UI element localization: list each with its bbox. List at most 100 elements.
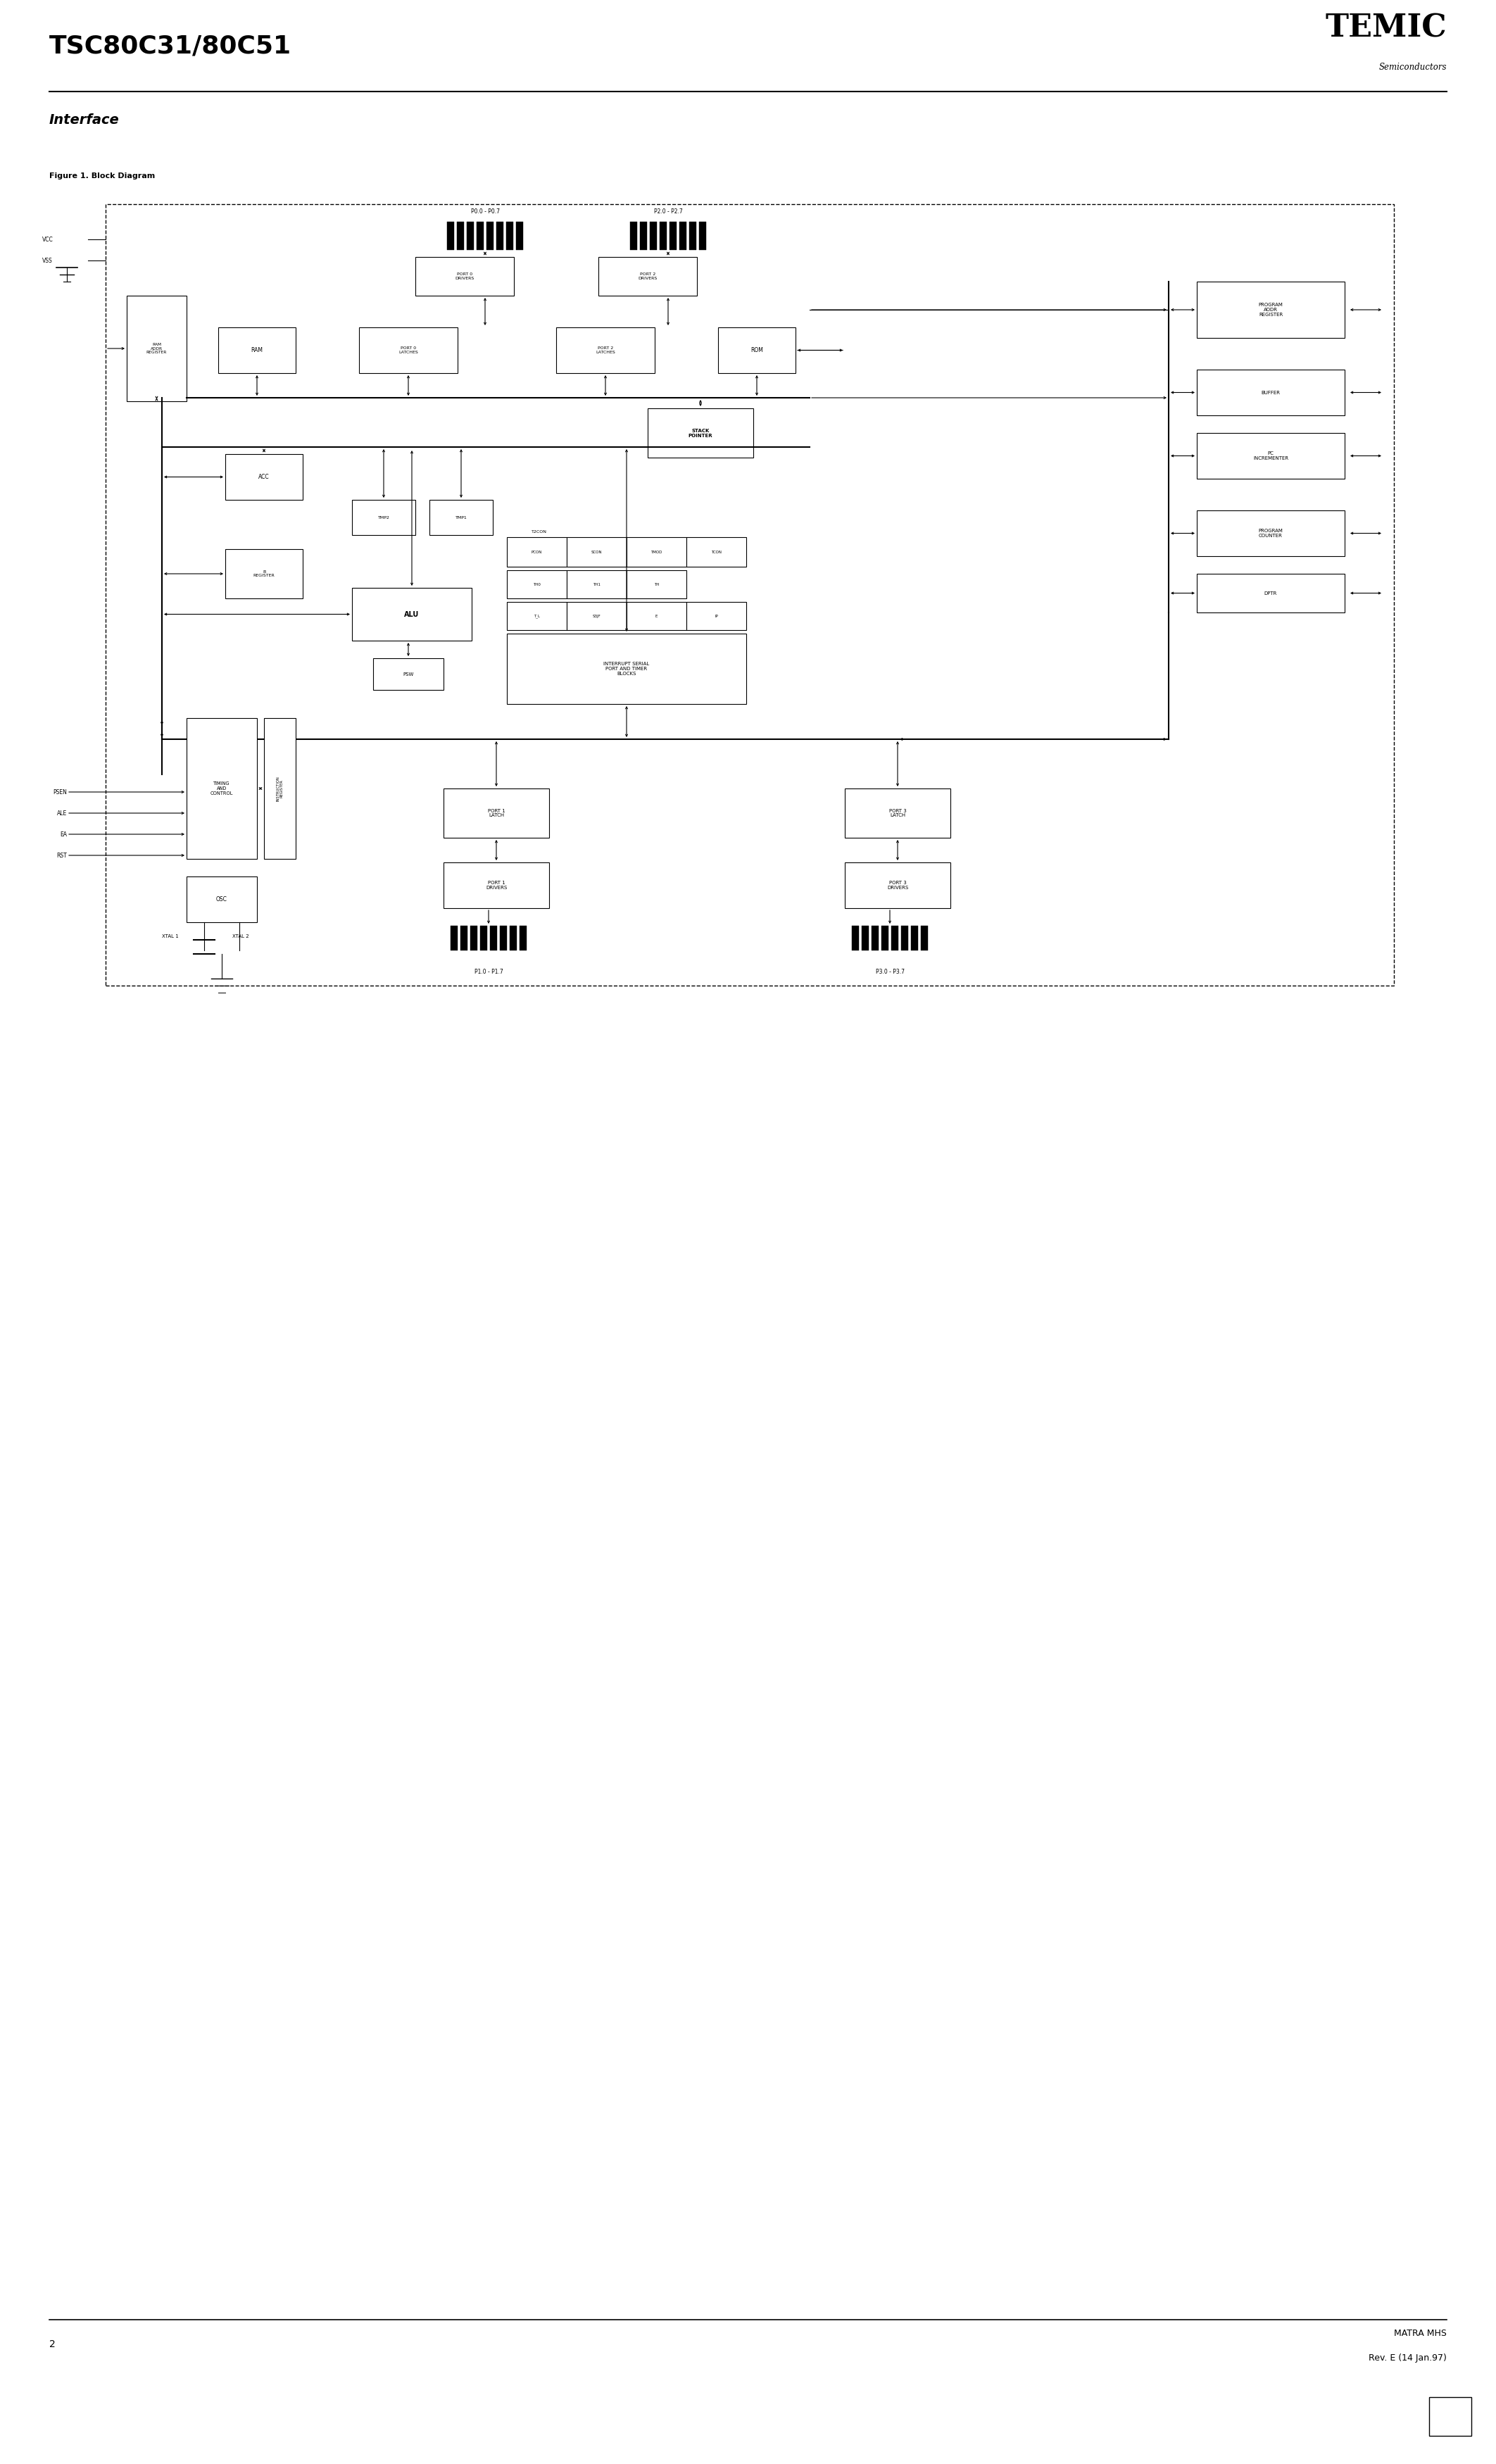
Bar [640,222,646,249]
Text: INTERRUPT SERIAL
PORT AND TIMER
BLOCKS: INTERRUPT SERIAL PORT AND TIMER BLOCKS [603,663,649,675]
Text: ROM: ROM [751,347,763,352]
Bar [845,788,950,838]
Text: RAM: RAM [251,347,263,352]
Bar [106,205,1394,986]
Bar [187,717,257,860]
Text: Figure 1. Block Diagram: Figure 1. Block Diagram [49,172,156,180]
Bar [627,601,687,631]
Bar [491,926,497,951]
Bar [447,222,455,249]
Text: IP: IP [715,614,718,618]
Bar [359,328,458,372]
Bar [507,601,567,631]
Bar [506,222,513,249]
Text: PROGRAM
ADDR
REGISTER: PROGRAM ADDR REGISTER [1258,303,1284,318]
Text: ALE: ALE [57,811,67,816]
Bar [670,222,676,249]
Bar [718,328,796,372]
Text: B
REGISTER: B REGISTER [253,569,275,577]
Bar [649,222,657,249]
Bar [862,926,869,951]
Bar [500,926,507,951]
Bar [510,926,516,951]
Bar [507,569,567,599]
Bar [911,926,919,951]
Bar [845,862,950,909]
Text: PCON: PCON [531,549,542,554]
Bar [450,926,458,951]
Text: P0.0 - P0.7: P0.0 - P0.7 [471,207,500,214]
Bar [187,877,257,922]
Text: PORT 1
LATCH: PORT 1 LATCH [488,808,506,818]
Text: TH: TH [654,582,660,586]
Text: DPTR: DPTR [1264,591,1278,596]
Bar [567,537,627,567]
Text: PORT 0
LATCHES: PORT 0 LATCHES [398,347,417,355]
Bar [416,256,515,296]
Text: SCON: SCON [591,549,603,554]
Bar [218,328,296,372]
Text: STACK
POINTER: STACK POINTER [688,429,712,439]
Text: RST: RST [57,853,67,857]
Bar [352,500,416,535]
Text: S3JF: S3JF [592,614,601,618]
Text: TH0: TH0 [533,582,540,586]
Bar [1197,434,1345,478]
Bar [507,537,567,567]
Text: MATRA MHS: MATRA MHS [1394,2328,1447,2338]
Bar [627,569,687,599]
Bar [1197,510,1345,557]
Bar [456,222,464,249]
Bar [127,296,187,402]
Text: PORT 2
LATCHES: PORT 2 LATCHES [595,347,615,355]
Text: P1.0 - P1.7: P1.0 - P1.7 [474,968,503,976]
Bar [630,222,637,249]
Text: XTAL 2: XTAL 2 [232,934,248,939]
Bar [486,222,494,249]
Bar [516,222,524,249]
Bar [497,222,503,249]
Text: PC
INCREMENTER: PC INCREMENTER [1254,451,1288,461]
Bar [901,926,908,951]
Bar [461,926,467,951]
Bar [519,926,527,951]
Bar [263,717,296,860]
Text: VCC: VCC [42,237,54,241]
Text: E: E [655,614,658,618]
Bar [1197,370,1345,416]
Bar [922,926,928,951]
Bar [373,658,443,690]
Text: XTAL 1: XTAL 1 [162,934,178,939]
Text: TH1: TH1 [592,582,600,586]
Bar [480,926,488,951]
Text: PROGRAM
COUNTER: PROGRAM COUNTER [1258,530,1284,537]
Text: TEMIC: TEMIC [1325,12,1447,44]
Bar [690,222,696,249]
Text: TMP1: TMP1 [455,515,467,520]
Text: P3.0 - P3.7: P3.0 - P3.7 [875,968,904,976]
Bar [598,256,697,296]
Text: P2.0 - P2.7: P2.0 - P2.7 [654,207,682,214]
Bar [557,328,655,372]
Bar [443,788,549,838]
Bar [679,222,687,249]
Bar [226,549,302,599]
Text: ALU: ALU [404,611,419,618]
Text: Rev. E (14 Jan.97): Rev. E (14 Jan.97) [1369,2353,1447,2363]
Text: PORT 3
DRIVERS: PORT 3 DRIVERS [887,880,908,890]
Bar [226,453,302,500]
Text: TCON: TCON [711,549,721,554]
Bar [627,537,687,567]
Bar [881,926,889,951]
Bar [352,589,471,641]
Text: PORT 2
DRIVERS: PORT 2 DRIVERS [639,274,657,281]
Text: TSC80C31/80C51: TSC80C31/80C51 [49,34,292,57]
Bar [477,222,483,249]
Text: INSTRUCTION
REGISTER: INSTRUCTION REGISTER [277,776,284,801]
Bar [699,222,706,249]
Text: PORT 0
DRIVERS: PORT 0 DRIVERS [455,274,474,281]
Bar [872,926,878,951]
Bar [892,926,898,951]
Bar [429,500,492,535]
Text: VSS: VSS [42,256,52,264]
